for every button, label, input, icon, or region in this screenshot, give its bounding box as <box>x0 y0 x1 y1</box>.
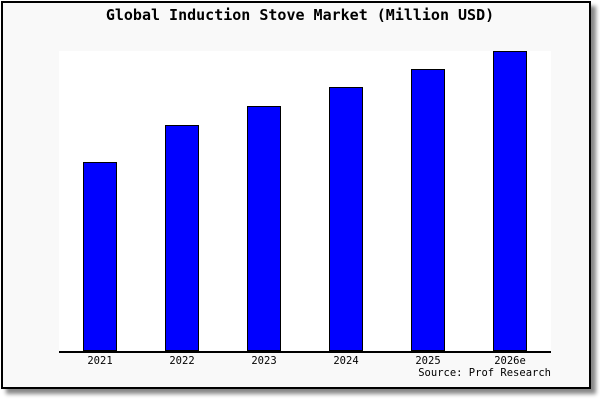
x-axis-labels: 2021 2022 2023 2024 2025 2026e <box>59 355 551 369</box>
bar-2021 <box>83 162 117 351</box>
x-tick-label-2025: 2025 <box>415 355 441 367</box>
bar-2025 <box>411 69 445 351</box>
plot-area <box>59 51 551 351</box>
x-tick-label-2026e: 2026e <box>494 355 526 367</box>
x-tick-label-2022: 2022 <box>169 355 195 367</box>
x-tick-label-2021: 2021 <box>87 355 113 367</box>
x-tick-label-2024: 2024 <box>333 355 359 367</box>
source-credit: Source: Prof Research <box>418 367 551 379</box>
bar-2023 <box>247 106 281 351</box>
bar-2026e <box>493 51 527 351</box>
bar-2024 <box>329 87 363 351</box>
chart-title: Global Induction Stove Market (Million U… <box>105 6 495 24</box>
x-axis-line <box>59 351 551 353</box>
x-tick-label-2023: 2023 <box>251 355 277 367</box>
bar-2022 <box>165 125 199 351</box>
